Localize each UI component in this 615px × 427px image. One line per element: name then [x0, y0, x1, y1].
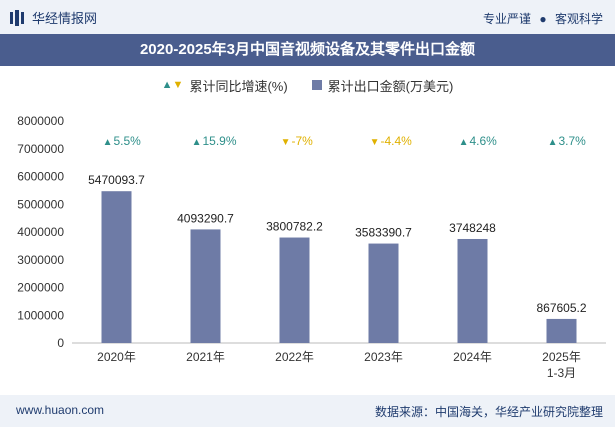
footer-source: 数据来源：中国海关，华经产业研究院整理 — [374, 405, 603, 419]
brand-name: 华经情报网 — [32, 11, 98, 26]
x-tick-label: 2021年 — [186, 350, 225, 364]
legend-export-swatch — [311, 80, 322, 90]
slogan-right: 客观科学 — [554, 12, 603, 26]
growth-label: 3.7% — [559, 134, 587, 148]
growth-up-icon: ▲ — [103, 137, 113, 148]
bar-value-label: 3748248 — [449, 221, 496, 235]
growth-down-icon: ▼ — [370, 137, 380, 148]
bar-value-label: 3583390.7 — [355, 226, 412, 240]
bar — [279, 237, 310, 343]
footer: www.huaon.com 数据来源：中国海关，华经产业研究院整理 — [0, 395, 615, 427]
y-tick-label: 2000000 — [17, 281, 64, 295]
growth-label: 5.5% — [114, 134, 142, 148]
growth-up-icon: ▲ — [192, 137, 202, 148]
x-tick-label: 2022年 — [275, 350, 314, 364]
bar — [368, 243, 399, 343]
legend-export: 累计出口金额(万美元) — [311, 76, 454, 95]
growth-up-icon: ▲ — [459, 137, 469, 148]
bar-value-label: 3800782.2 — [266, 220, 323, 234]
x-tick-label: 2020年 — [97, 350, 136, 364]
brand[interactable]: 华经情报网 — [10, 8, 97, 27]
bar-value-label: 867605.2 — [536, 301, 586, 315]
y-tick-label: 3000000 — [17, 253, 64, 267]
legend: ▲▼ 累计同比增速(%) 累计出口金额(万美元) — [0, 75, 615, 95]
slogan-left: 专业严谨 — [483, 12, 532, 26]
y-tick-label: 7000000 — [17, 142, 64, 156]
growth-label: -4.4% — [381, 134, 413, 148]
footer-url[interactable]: www.huaon.com — [16, 403, 105, 417]
growth-label: 15.9% — [203, 134, 237, 148]
x-tick-label: 2023年 — [364, 350, 403, 364]
y-tick-label: 4000000 — [17, 225, 64, 239]
y-tick-label: 6000000 — [17, 170, 64, 184]
legend-growth-label: 累计同比增速(%) — [189, 78, 288, 94]
bar-chart: 0 1000000 2000000 3000000 4000000 5000000 6000… — [17, 114, 606, 380]
bar — [546, 318, 577, 343]
legend-export-label: 累计出口金额(万美元) — [327, 78, 454, 94]
growth-up-icon: ▲ — [548, 137, 558, 148]
chart-title: 2020-2025年3月中国音视频设备及其零件出口金额 — [0, 34, 615, 66]
slogan-dot-icon: ● — [539, 12, 547, 26]
slogan: 专业严谨 ● 客观科学 — [483, 10, 603, 27]
y-tick-label: 5000000 — [17, 197, 64, 211]
growth-down-icon: ▼ — [281, 137, 291, 148]
x-tick-label: 2025年 — [542, 350, 581, 364]
y-tick-label: 1000000 — [17, 308, 64, 322]
x-tick-label: 1-3月 — [547, 366, 576, 380]
top-bar: 华经情报网 专业严谨 ● 客观科学 — [0, 0, 615, 34]
growth-label: 4.6% — [470, 134, 498, 148]
bar — [101, 191, 132, 343]
legend-growth: ▲▼ 累计同比增速(%) — [162, 76, 288, 95]
growth-label: -7% — [292, 134, 314, 148]
bar — [190, 229, 221, 343]
legend-growth-icon: ▲▼ — [161, 79, 184, 91]
brand-logo-icon — [10, 9, 24, 26]
bar-value-label: 5470093.7 — [88, 173, 145, 187]
x-tick-label: 2024年 — [453, 350, 492, 364]
bar-value-label: 4093290.7 — [177, 211, 234, 225]
y-tick-label: 0 — [57, 336, 64, 350]
bar — [457, 238, 488, 343]
y-tick-label: 8000000 — [17, 114, 64, 128]
